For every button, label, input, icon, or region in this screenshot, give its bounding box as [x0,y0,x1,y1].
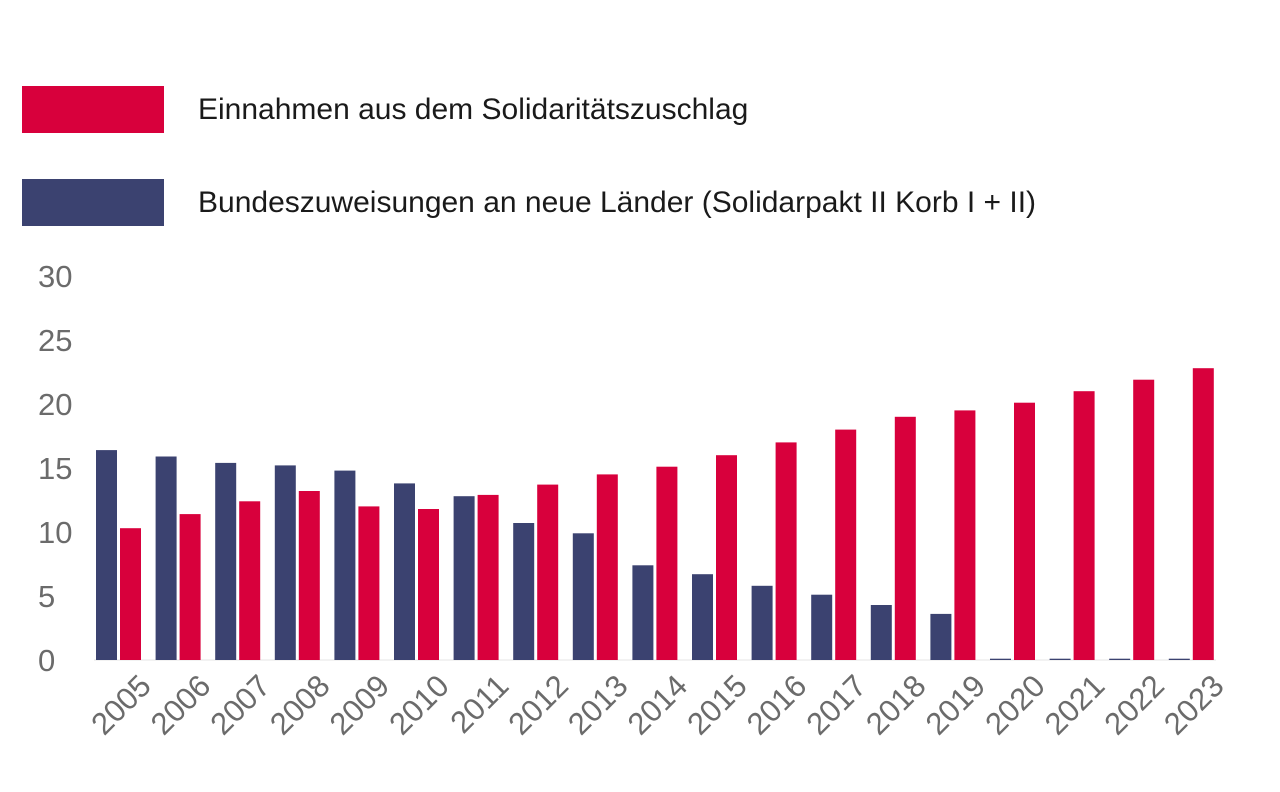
x-tick-label-2016: 2016 [740,668,814,742]
bar-solidaritaetszuschlag-2012 [537,484,559,660]
bar-bundeszuweisungen-2023 [1168,658,1190,660]
y-axis-tick-labels: 0 5 10 15 20 25 30 [38,259,72,678]
legend: Einnahmen aus dem Solidaritätszuschlag B… [22,86,1036,226]
bar-solidaritaetszuschlag-2018 [894,416,916,660]
bar-bundeszuweisungen-2015 [692,574,713,660]
y-tick-label: 10 [38,515,72,550]
bar-bundeszuweisungen-2006 [155,456,177,660]
x-tick-label-2020: 2020 [978,668,1052,742]
x-tick-label-2005: 2005 [84,668,158,742]
bar-solidaritaetszuschlag-2009 [358,506,380,660]
y-tick-label: 15 [38,451,72,486]
x-tick-label-2022: 2022 [1097,668,1171,742]
legend-label-bundeszuweisungen: Bundeszuweisungen an neue Länder (Solida… [198,186,1036,219]
x-tick-label-2021: 2021 [1038,668,1112,742]
legend-swatch-bundeszuweisungen [22,179,164,226]
bar-solidaritaetszuschlag-2006 [179,514,201,660]
bar-solidaritaetszuschlag-2020 [1014,402,1035,660]
bar-bundeszuweisungen-2016 [751,585,773,660]
bar-solidaritaetszuschlag-2010 [418,509,439,660]
y-tick-label: 30 [38,259,72,294]
bar-solidaritaetszuschlag-2021 [1073,391,1095,660]
legend-swatch-solidaritaetszuschlag [22,86,164,133]
bar-solidaritaetszuschlag-2007 [239,501,261,660]
x-tick-label-2008: 2008 [263,668,337,742]
bar-bundeszuweisungen-2012 [513,523,535,660]
bar-solidaritaetszuschlag-2017 [835,429,857,660]
y-tick-label: 25 [38,323,72,358]
bar-bundeszuweisungen-2017 [811,594,833,660]
bar-solidaritaetszuschlag-2016 [775,442,797,660]
x-tick-label-2011: 2011 [444,668,516,740]
bar-bundeszuweisungen-2007 [215,462,237,660]
bar-solidaritaetszuschlag-2023 [1192,368,1214,660]
bar-solidaritaetszuschlag-2022 [1133,379,1155,660]
bar-bundeszuweisungen-2009 [334,470,356,660]
bar-bundeszuweisungen-2014 [632,565,654,660]
x-tick-label-2012: 2012 [501,668,575,742]
x-tick-label-2015: 2015 [680,668,754,742]
bar-solidaritaetszuschlag-2013 [596,474,618,660]
bar-solidaritaetszuschlag-2011 [477,494,499,660]
x-tick-label-2018: 2018 [859,668,933,742]
bar-solidaritaetszuschlag-2008 [298,491,320,660]
bars [96,368,1214,660]
x-tick-label-2017: 2017 [799,668,873,742]
bar-bundeszuweisungen-2010 [394,483,415,660]
legend-label-solidaritaetszuschlag: Einnahmen aus dem Solidaritätszuschlag [198,93,748,126]
x-tick-label-2019: 2019 [919,668,993,742]
x-tick-label-2009: 2009 [323,668,397,742]
x-axis-tick-labels: 2005200620072008200920102011201220132014… [84,668,1230,742]
bar-solidaritaetszuschlag-2014 [656,466,678,660]
bar-bundeszuweisungen-2013 [572,533,594,660]
y-tick-label: 5 [38,579,55,614]
x-tick-label-2014: 2014 [621,668,695,742]
bar-bundeszuweisungen-2005 [96,450,117,660]
bar-bundeszuweisungen-2022 [1109,658,1131,660]
bar-bundeszuweisungen-2020 [990,658,1011,660]
bar-bundeszuweisungen-2021 [1049,658,1071,660]
y-tick-label: 20 [38,387,72,422]
bar-bundeszuweisungen-2019 [930,613,952,660]
x-tick-label-2010: 2010 [382,668,456,742]
bar-bundeszuweisungen-2011 [453,496,475,660]
bar-solidaritaetszuschlag-2019 [954,410,976,660]
bar-bundeszuweisungen-2018 [870,605,892,660]
bar-bundeszuweisungen-2008 [274,465,296,660]
x-tick-label-2006: 2006 [144,668,218,742]
bar-solidaritaetszuschlag-2005 [120,528,141,660]
x-tick-label-2007: 2007 [203,668,277,742]
y-tick-label: 0 [38,643,55,678]
x-tick-label-2013: 2013 [561,668,635,742]
bar-solidaritaetszuschlag-2015 [716,455,737,660]
x-tick-label-2023: 2023 [1157,668,1231,742]
